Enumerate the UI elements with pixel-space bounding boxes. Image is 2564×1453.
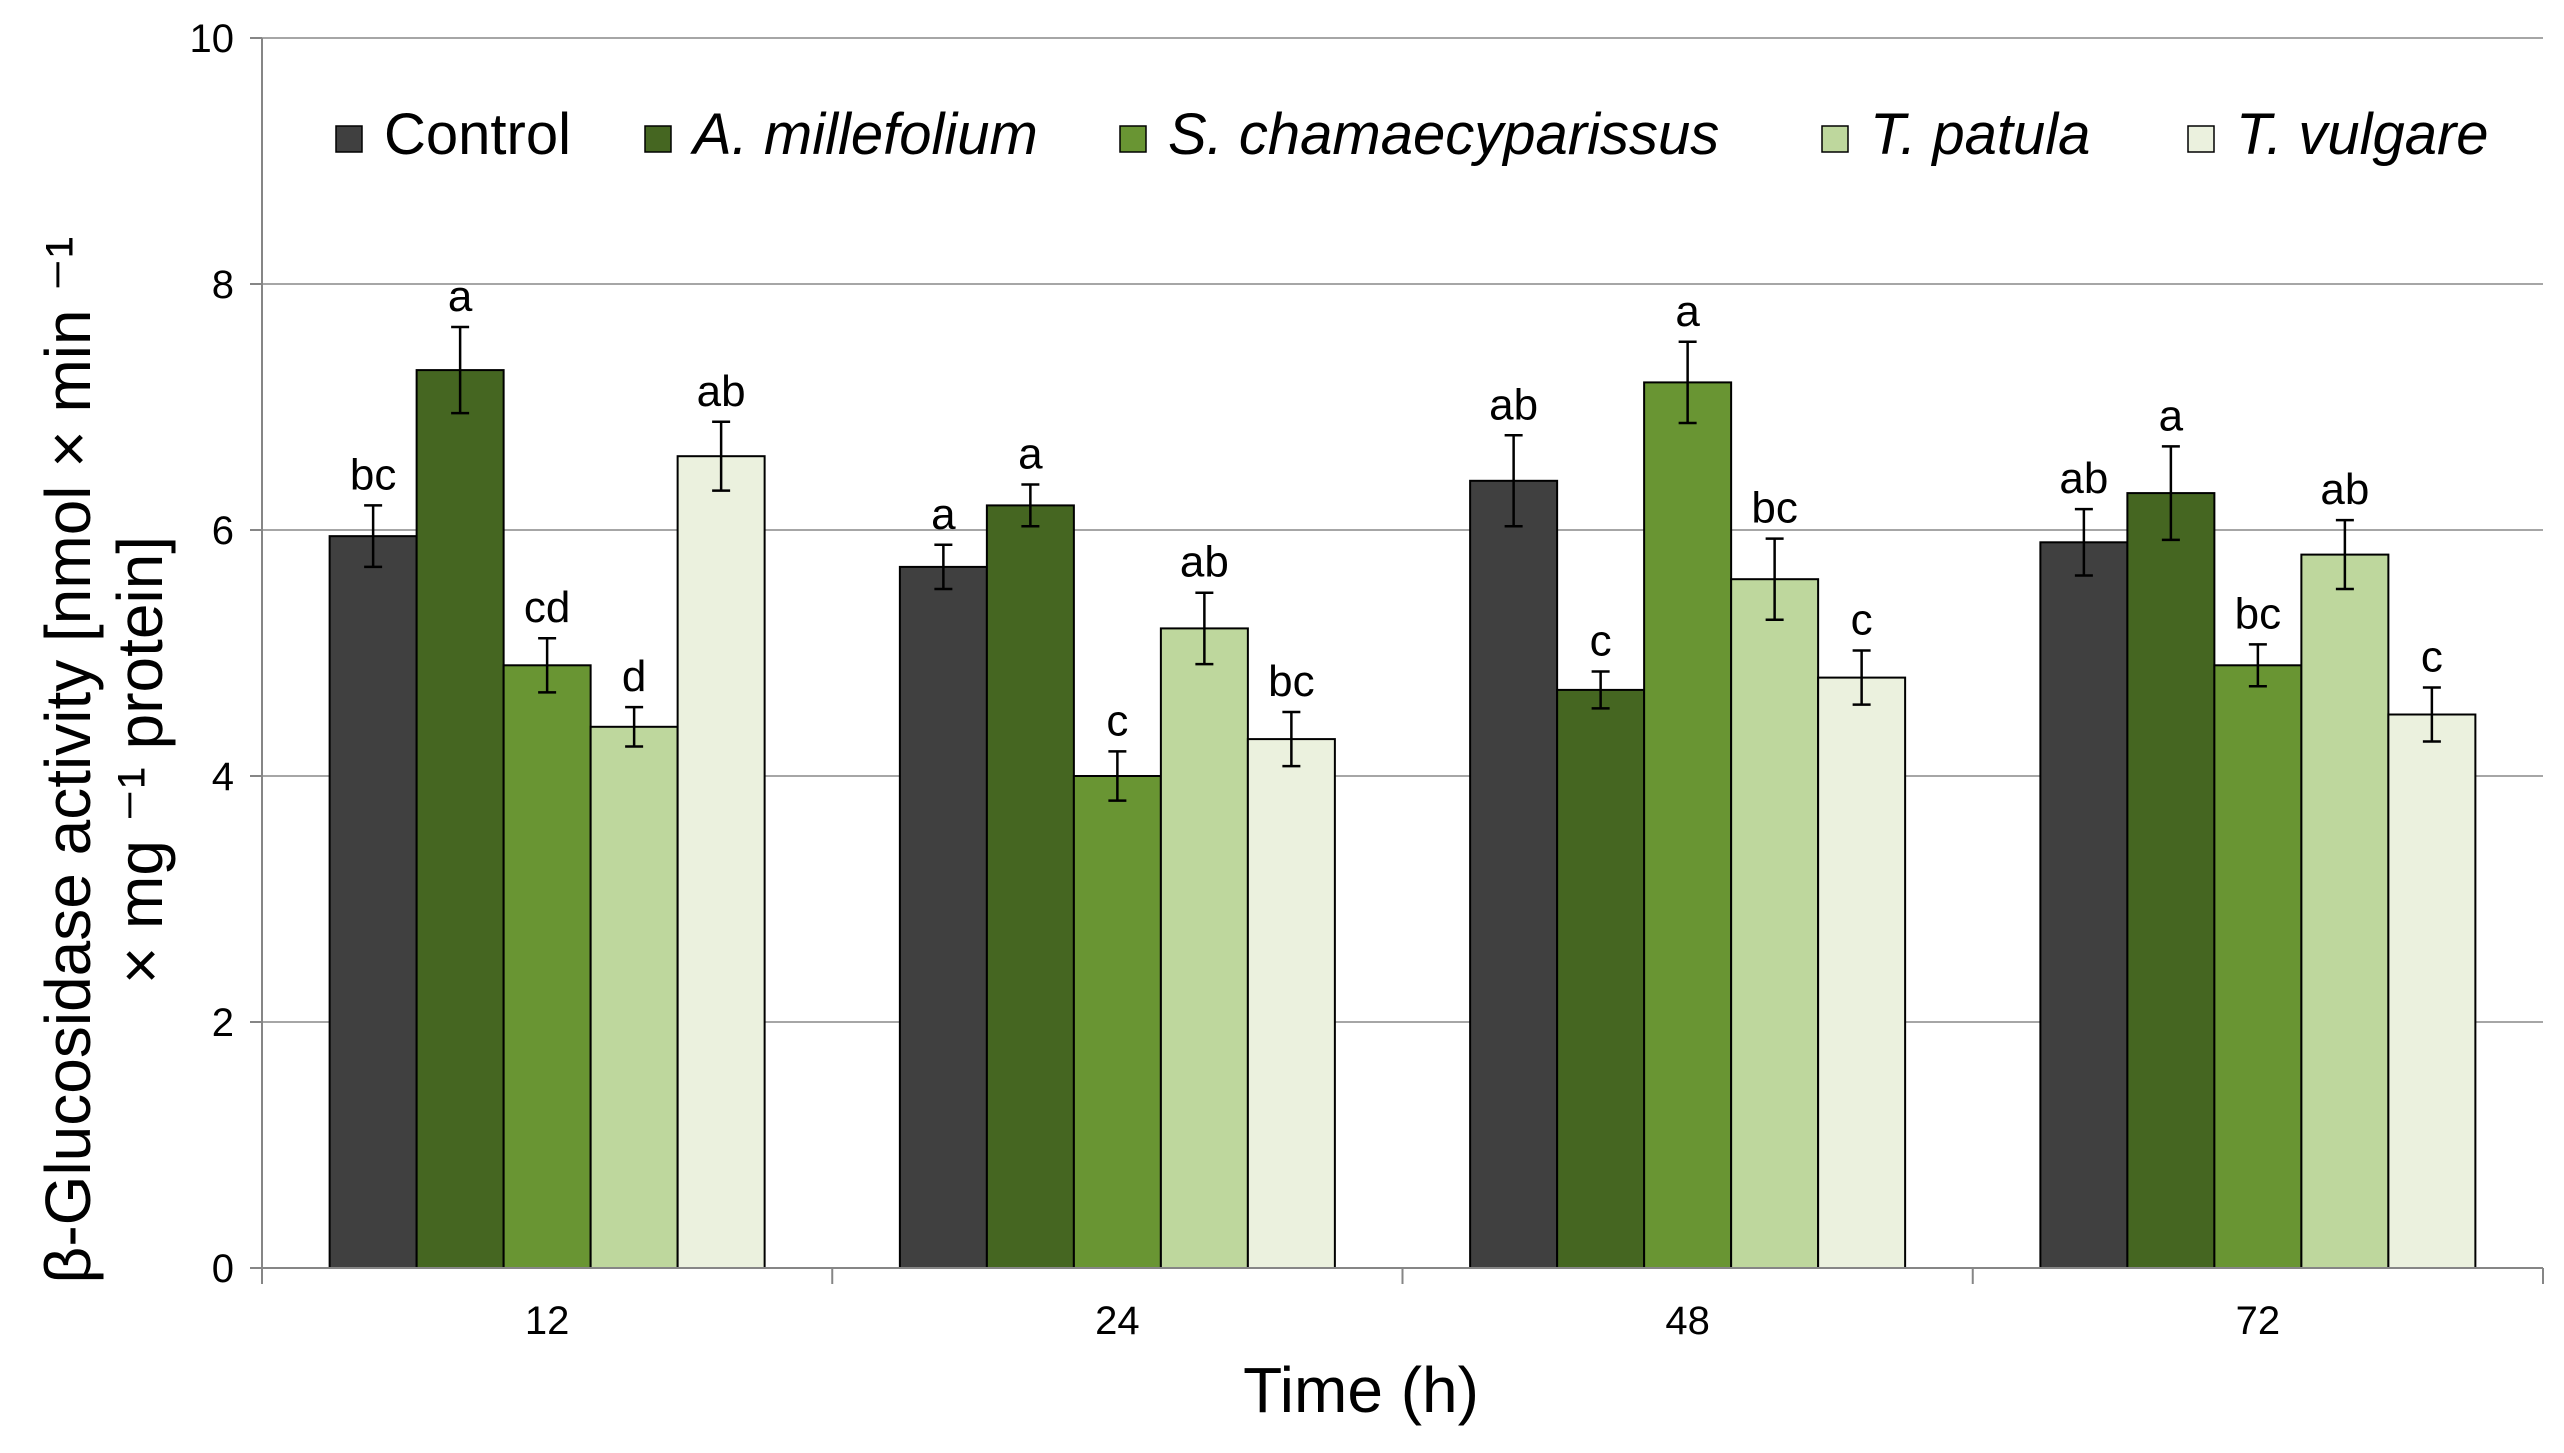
bar <box>2126 492 2216 1270</box>
significance-label: ab <box>697 367 746 416</box>
legend-label: S. chamaecyparissus <box>1168 102 1719 167</box>
bars: bc a ab ab a a c a cd c a bc d ab bc ab ab bc c c <box>328 272 2477 1270</box>
bar <box>2213 664 2303 1269</box>
significance-label: c <box>1590 616 1612 665</box>
significance-label: ab <box>2320 465 2369 514</box>
significance-label: c <box>1851 596 1873 645</box>
significance-label: a <box>1018 429 1043 478</box>
legend-swatch <box>1119 125 1147 153</box>
bar <box>2039 541 2129 1269</box>
legend-label: T. vulgare <box>2236 102 2489 167</box>
significance-label: c <box>1106 696 1128 745</box>
significance-label: bc <box>1268 657 1314 706</box>
bar <box>1730 578 1820 1269</box>
x-tick-label: 48 <box>1665 1299 1710 1343</box>
y-tick-label: 2 <box>212 1001 234 1045</box>
y-tick-label: 0 <box>212 1247 234 1291</box>
legend-label: Control <box>384 102 571 167</box>
bar <box>1469 479 1559 1269</box>
significance-label: bc <box>1751 484 1797 533</box>
bar <box>502 664 592 1269</box>
legend-swatch <box>2187 125 2215 153</box>
bar <box>1817 676 1907 1269</box>
x-tick-label: 72 <box>2236 1299 2281 1343</box>
x-axis-title: Time (h) <box>1243 1354 1479 1426</box>
significance-label: bc <box>350 450 396 499</box>
significance-label: a <box>2159 391 2184 440</box>
legend-swatch <box>1821 125 1849 153</box>
legend: Control A. millefolium S. chamaecyparissus… <box>335 102 2489 167</box>
bar <box>415 369 505 1270</box>
significance-label: c <box>2421 632 2443 681</box>
legend-swatch <box>335 125 363 153</box>
significance-label: a <box>448 272 473 321</box>
significance-label: a <box>931 490 956 539</box>
y-tick-label: 6 <box>212 509 234 553</box>
significance-label: cd <box>524 583 570 632</box>
significance-label: a <box>1675 287 1700 336</box>
legend-label: T. patula <box>1870 102 2090 167</box>
bar <box>1159 627 1249 1269</box>
y-tick-label: 10 <box>190 17 235 61</box>
y-axis-title-group: β-Glucosidase activity [nmol × min ⁻¹ × … <box>32 237 176 1284</box>
bar <box>2387 713 2477 1269</box>
bar <box>1556 688 1646 1269</box>
significance-label: bc <box>2235 589 2281 638</box>
bar <box>898 565 988 1269</box>
bar <box>1643 381 1733 1269</box>
bar <box>985 504 1075 1269</box>
significance-label: ab <box>1489 380 1538 429</box>
bar <box>2300 553 2390 1269</box>
bar <box>328 535 418 1269</box>
y-tick-label: 4 <box>212 755 234 799</box>
bar <box>1072 775 1162 1269</box>
legend-swatch <box>644 125 672 153</box>
legend-label: A. millefolium <box>690 102 1038 167</box>
significance-label: ab <box>1180 538 1229 587</box>
x-tick-label: 24 <box>1095 1299 1140 1343</box>
y-axis-title-line1: β-Glucosidase activity [nmol × min ⁻¹ <box>32 237 104 1284</box>
bar <box>676 455 766 1269</box>
significance-label: d <box>622 652 646 701</box>
x-tick-label: 12 <box>525 1299 570 1343</box>
significance-label: ab <box>2059 454 2108 503</box>
bar <box>589 725 679 1269</box>
bar <box>1246 738 1336 1269</box>
y-tick-label: 8 <box>212 263 234 307</box>
y-axis-title-line2: × mg ⁻¹ protein] <box>104 536 176 984</box>
